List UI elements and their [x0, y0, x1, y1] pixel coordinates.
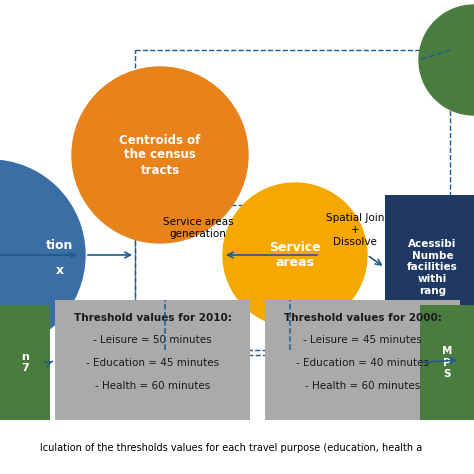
Text: n
7: n 7: [21, 352, 29, 374]
Text: Threshold values for 2000:: Threshold values for 2000:: [283, 313, 441, 323]
Circle shape: [419, 5, 474, 115]
Bar: [420, 305, 474, 420]
Text: tion: tion: [46, 238, 73, 252]
Text: - Health = 60 minutes: - Health = 60 minutes: [305, 381, 420, 391]
Bar: [265, 300, 460, 420]
Text: - Education = 45 minutes: - Education = 45 minutes: [86, 358, 219, 368]
Text: Centroids of
the census
tracts: Centroids of the census tracts: [119, 134, 201, 176]
Text: M
P
S: M P S: [442, 346, 452, 379]
Text: Spatial Join
+
Dissolve: Spatial Join + Dissolve: [326, 213, 384, 246]
Text: - Health = 60 minutes: - Health = 60 minutes: [95, 381, 210, 391]
Text: - Leisure = 45 minutes: - Leisure = 45 minutes: [303, 335, 422, 345]
Circle shape: [223, 183, 367, 327]
Text: Service areas
generation: Service areas generation: [163, 217, 233, 239]
Circle shape: [0, 160, 85, 350]
Text: Acessibi
Numbe
facilities
withi
rang: Acessibi Numbe facilities withi rang: [407, 239, 458, 296]
Bar: [135, 50, 450, 355]
Text: Threshold values for 2010:: Threshold values for 2010:: [73, 313, 231, 323]
Text: - Education = 40 minutes: - Education = 40 minutes: [296, 358, 429, 368]
Bar: [135, 205, 320, 350]
Text: Service
areas: Service areas: [269, 241, 321, 269]
Text: lculation of the thresholds values for each travel purpose (education, health a: lculation of the thresholds values for e…: [40, 443, 422, 453]
Text: - Leisure = 50 minutes: - Leisure = 50 minutes: [93, 335, 212, 345]
Text: x: x: [56, 264, 64, 276]
Bar: [0, 305, 50, 420]
Circle shape: [72, 67, 248, 243]
Bar: [55, 300, 250, 420]
Bar: [385, 195, 474, 340]
